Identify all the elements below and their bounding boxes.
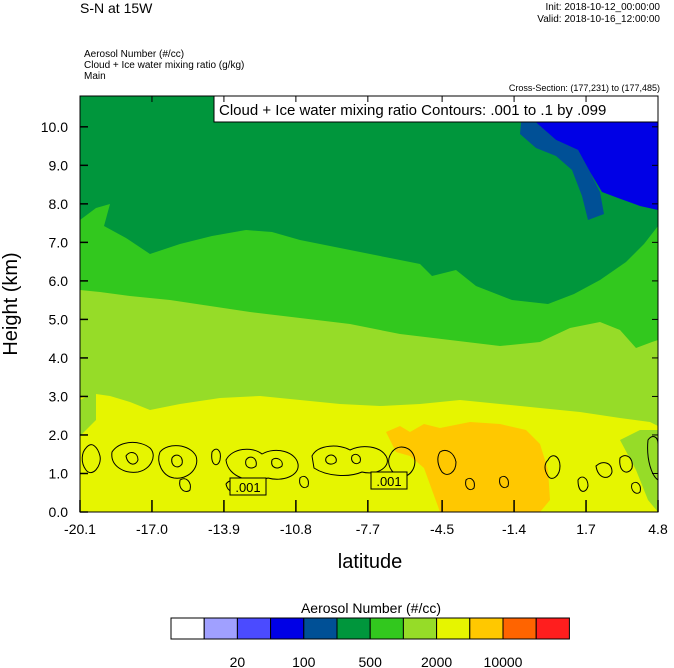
contour-line — [577, 476, 589, 492]
contour-line — [125, 452, 139, 465]
contour-line — [299, 475, 309, 489]
colorbar-swatch — [436, 617, 471, 640]
cloud-contours — [81, 436, 658, 494]
contour-line — [245, 456, 257, 469]
contour-label-box-1 — [229, 477, 267, 496]
time-info: Init: 2018-10-12_00:00:00 Valid: 2018-10… — [537, 2, 660, 26]
colorbar-label: 500 — [359, 654, 383, 668]
fill-band-orange — [386, 422, 550, 512]
x-tick-label: -17.0 — [136, 521, 168, 537]
y-axis: 0.0 1.0 2.0 3.0 4.0 5.0 6.0 7.0 8.0 9.0 10.0 — [41, 119, 658, 520]
contour-label-box-2 — [370, 471, 408, 490]
colorbar-swatch — [236, 617, 272, 640]
fill-band-yellow — [80, 394, 658, 512]
y-tick-label: 2.0 — [49, 427, 69, 443]
contour-line — [179, 478, 191, 493]
x-tick-label: -10.8 — [280, 521, 312, 537]
colorbar-swatch — [535, 617, 570, 640]
y-tick-label: 8.0 — [49, 196, 69, 212]
x-tick-label: 1.7 — [576, 521, 596, 537]
contour-line — [158, 445, 198, 479]
y-tick-label: 4.0 — [49, 350, 69, 366]
x-tick-label: -7.7 — [356, 521, 380, 537]
plot-title: S-N at 15W — [80, 0, 153, 16]
contour-line — [325, 454, 337, 465]
y-tick-label: 7.0 — [49, 234, 69, 250]
y-tick-label: 1.0 — [49, 465, 69, 481]
contour-line — [271, 457, 283, 469]
contour-label-2: .001 — [376, 474, 401, 489]
y-axis-title: Height (km) — [0, 252, 22, 355]
y-tick-label: 5.0 — [49, 311, 69, 327]
contour-value-labels: .001 .001 — [229, 471, 408, 496]
contour-line — [111, 442, 154, 473]
colorbar-label: 10000 — [484, 654, 523, 668]
y-tick-label: 0.0 — [49, 504, 69, 520]
contour-line — [619, 455, 633, 473]
field-cloud-ice: Cloud + Ice water mixing ratio (g/kg) — [84, 60, 245, 71]
x-tick-label: -1.4 — [502, 521, 526, 537]
fill-band-light-green-patch-2 — [620, 430, 658, 512]
y-tick-label: 9.0 — [49, 157, 69, 173]
x-axis-title: latitude — [338, 551, 403, 573]
contour-label-1: .001 — [235, 480, 260, 495]
valid-time: Valid: 2018-10-16_12:00:00 — [537, 14, 660, 25]
fill-band-light-green-patch — [80, 392, 96, 436]
contour-line — [311, 445, 388, 476]
field-list: Aerosol Number (#/cc) Cloud + Ice water … — [84, 49, 244, 82]
contour-line — [81, 444, 101, 474]
contour-line — [351, 453, 361, 465]
y-tick-label: 3.0 — [49, 388, 69, 404]
colorbar-swatch — [270, 617, 305, 640]
x-tick-label: -20.1 — [64, 521, 96, 537]
fill-band-navy — [520, 112, 604, 220]
colorbar-swatch — [369, 617, 404, 640]
field-aerosol: Aerosol Number (#/cc) — [84, 49, 185, 60]
colorbar-swatch — [336, 617, 371, 640]
colorbar-label: 100 — [292, 654, 316, 668]
colorbar-swatch — [402, 617, 438, 640]
colorbar-label: 2000 — [421, 654, 452, 668]
contour-info-label: Cloud + Ice water mixing ratio Contours:… — [219, 102, 606, 119]
x-tick-label: -13.9 — [208, 521, 240, 537]
field-main: Main — [84, 71, 106, 82]
aerosol-fill — [80, 96, 658, 512]
contour-line — [437, 449, 457, 475]
x-axis: -20.1 -17.0 -13.9 -10.8 -7.7 -4.5 -1.4 1.7 4.8 — [64, 96, 668, 537]
colorbar-label: 20 — [230, 654, 246, 668]
contour-line — [499, 475, 509, 489]
y-tick-label: 10.0 — [41, 119, 68, 135]
cross-section-label: Cross-Section: (177,231) to (177,485) — [508, 83, 660, 93]
contour-line — [388, 446, 416, 478]
contour-line — [647, 436, 658, 481]
colorbar: 20 100 500 2000 10000 — [170, 617, 570, 668]
contour-info-box — [213, 95, 659, 123]
colorbar-swatch — [170, 617, 205, 640]
contour-line — [211, 448, 221, 466]
x-tick-label: 4.8 — [648, 521, 668, 537]
colorbar-swatch — [303, 617, 338, 640]
colorbar-swatch — [469, 617, 504, 640]
colorbar-swatch — [203, 617, 238, 640]
contour-line — [171, 454, 183, 468]
contour-line — [465, 477, 475, 491]
contour-line — [631, 481, 641, 494]
fill-band-blue — [520, 96, 658, 210]
colorbar-title: Aerosol Number (#/cc) — [301, 600, 441, 616]
y-tick-label: 6.0 — [49, 273, 69, 289]
contour-line — [595, 462, 613, 478]
init-time: Init: 2018-10-12_00:00:00 — [545, 2, 660, 13]
x-tick-label: -4.5 — [430, 521, 454, 537]
contour-line — [544, 455, 561, 479]
colorbar-swatch — [502, 617, 537, 640]
